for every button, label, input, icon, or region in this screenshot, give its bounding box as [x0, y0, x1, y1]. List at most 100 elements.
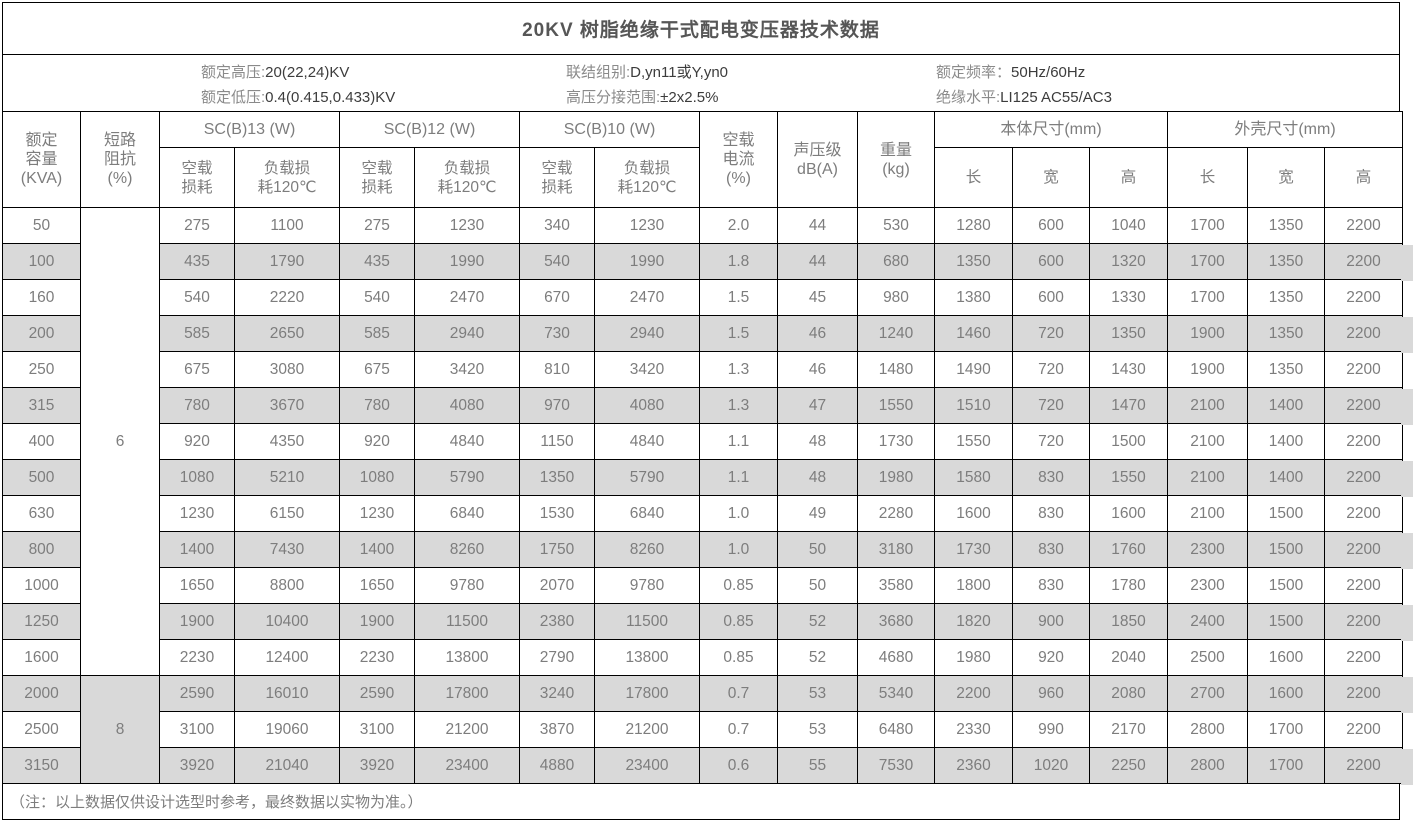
info-column-connection: 联结组别:D,yn11或Y,yn0 高压分接范围:±2x2.5% [566, 60, 728, 110]
data-cell: 1780 [1089, 567, 1168, 604]
data-cell: 2200 [1324, 711, 1403, 748]
data-cell: 2200 [1324, 315, 1403, 352]
col-header-weight: 重量 (kg) [857, 111, 935, 208]
data-cell: 1350 [1247, 279, 1325, 316]
data-cell: 50 [777, 531, 858, 568]
data-cell: 2100 [1167, 459, 1248, 496]
data-cell: 10400 [234, 603, 340, 640]
data-cell: 11500 [594, 603, 700, 640]
data-cell: 1790 [234, 243, 340, 280]
data-cell: 23400 [414, 747, 520, 784]
table-row: 1600 2230 12400 2230 13800 2790 13800 0.85 52 468… [2, 639, 1403, 676]
info-label: 额定低压: [201, 89, 266, 106]
table-row: 160 540 2220 540 2470 670 2470 1.5 45 980 1380 600 1… [2, 279, 1403, 316]
subheader-noload-loss: 空载 损耗 [519, 147, 595, 208]
data-cell: 13800 [414, 639, 520, 676]
data-cell: 1150 [519, 423, 595, 460]
data-cell: 1550 [934, 423, 1013, 460]
capacity-cell: 315 [2, 387, 81, 424]
data-cell: 1700 [1167, 243, 1248, 280]
data-cell: 1500 [1247, 603, 1325, 640]
info-value: 0.4(0.415,0.433)KV [265, 89, 396, 106]
data-cell: 5210 [234, 459, 340, 496]
capacity-cell: 1600 [2, 639, 81, 676]
data-cell: 4680 [857, 639, 935, 676]
data-cell: 5790 [594, 459, 700, 496]
data-cell: 48 [777, 459, 858, 496]
group-header-scb13: SC(B)13 (W) [159, 111, 340, 148]
data-cell: 21040 [234, 747, 340, 784]
data-cell: 2790 [519, 639, 595, 676]
data-cell: 1400 [1247, 459, 1325, 496]
data-cell: 2230 [159, 639, 235, 676]
row-stripe-overflow [1401, 209, 1413, 786]
data-cell: 1850 [1089, 603, 1168, 640]
data-cell: 780 [339, 387, 415, 424]
table-row: 630 1230 6150 1230 6840 1530 6840 1.0 49 2280 1600… [2, 495, 1403, 532]
data-cell: 1350 [934, 243, 1013, 280]
data-cell: 1350 [1247, 207, 1325, 244]
data-cell: 2200 [1324, 351, 1403, 388]
data-cell: 1.3 [699, 351, 778, 388]
table-row: 400 920 4350 920 4840 1150 4840 1.1 48 1730 1550 72… [2, 423, 1403, 460]
data-cell: 47 [777, 387, 858, 424]
data-cell: 2100 [1167, 387, 1248, 424]
data-cell: 920 [339, 423, 415, 460]
data-cell: 1900 [1167, 351, 1248, 388]
data-cell: 720 [1012, 315, 1090, 352]
data-cell: 2800 [1167, 711, 1248, 748]
impedance-merged-cell: 6 [80, 207, 160, 676]
data-cell: 960 [1012, 675, 1090, 712]
data-cell: 2100 [1167, 423, 1248, 460]
data-cell: 1350 [1247, 243, 1325, 280]
data-cell: 600 [1012, 207, 1090, 244]
capacity-cell: 630 [2, 495, 81, 532]
data-cell: 1080 [339, 459, 415, 496]
data-cell: 1600 [1247, 675, 1325, 712]
data-cell: 2200 [1324, 567, 1403, 604]
table-row: 800 1400 7430 1400 8260 1750 8260 1.0 50 3180 1730… [2, 531, 1403, 568]
data-cell: 1500 [1247, 567, 1325, 604]
data-cell: 1820 [934, 603, 1013, 640]
info-label: 额定高压: [201, 64, 266, 81]
data-cell: 1650 [339, 567, 415, 604]
data-cell: 1700 [1167, 279, 1248, 316]
data-cell: 1990 [594, 243, 700, 280]
col-header-impedance: 短路 阻抗 (%) [80, 111, 160, 208]
info-column-frequency: 额定频率：50Hz/60Hz 绝缘水平:LI125 AC55/AC3 [936, 60, 1112, 110]
data-cell: 46 [777, 351, 858, 388]
subheader-width: 宽 [1012, 147, 1090, 208]
data-cell: 1400 [339, 531, 415, 568]
data-cell: 2400 [1167, 603, 1248, 640]
data-cell: 2070 [519, 567, 595, 604]
data-cell: 4880 [519, 747, 595, 784]
capacity-cell: 250 [2, 351, 81, 388]
data-cell: 3870 [519, 711, 595, 748]
data-cell: 920 [159, 423, 235, 460]
data-cell: 1470 [1089, 387, 1168, 424]
data-cell: 1500 [1247, 495, 1325, 532]
data-cell: 2800 [1167, 747, 1248, 784]
subheader-noload-loss: 空载 损耗 [159, 147, 235, 208]
data-cell: 16010 [234, 675, 340, 712]
data-cell: 3580 [857, 567, 935, 604]
info-value: 20(22,24)KV [265, 64, 350, 81]
capacity-cell: 50 [2, 207, 81, 244]
data-cell: 2200 [1324, 603, 1403, 640]
data-cell: 48 [777, 423, 858, 460]
data-cell: 4350 [234, 423, 340, 460]
info-label: 绝缘水平: [936, 89, 1001, 106]
data-cell: 1980 [934, 639, 1013, 676]
capacity-cell: 500 [2, 459, 81, 496]
table-row: 250 675 3080 675 3420 810 3420 1.3 46 1480 1490 720… [2, 351, 1403, 388]
data-cell: 50 [777, 567, 858, 604]
data-cell: 1550 [1089, 459, 1168, 496]
data-cell: 2470 [414, 279, 520, 316]
data-cell: 1900 [1167, 315, 1248, 352]
data-cell: 3420 [414, 351, 520, 388]
data-cell: 4840 [594, 423, 700, 460]
data-cell: 1510 [934, 387, 1013, 424]
data-cell: 1600 [1247, 639, 1325, 676]
data-cell: 53 [777, 711, 858, 748]
data-cell: 1550 [857, 387, 935, 424]
